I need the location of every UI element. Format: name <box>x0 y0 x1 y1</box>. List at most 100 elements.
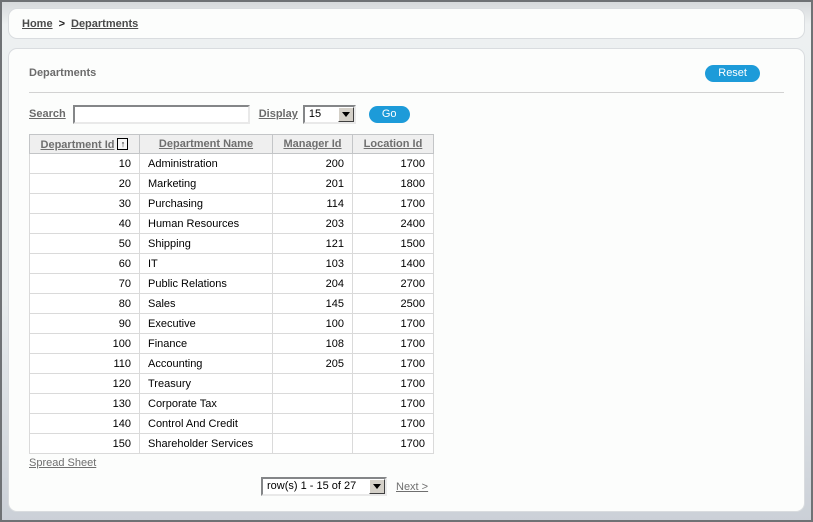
cell-department-id: 130 <box>29 393 140 414</box>
cell-department-name: Accounting <box>139 353 273 374</box>
department-id-sort-link[interactable]: Department Id <box>40 138 115 151</box>
cell-department-name: Purchasing <box>139 193 273 214</box>
cell-manager-id: 205 <box>272 353 353 374</box>
table-row: 120 Treasury 1700 <box>29 373 434 394</box>
next-page-link[interactable]: Next > <box>396 480 429 493</box>
search-label-link[interactable]: Search <box>29 108 66 120</box>
table-row: 100 Finance 108 1700 <box>29 333 434 354</box>
table-row: 40 Human Resources 203 2400 <box>29 213 434 234</box>
region-title: Departments <box>29 67 97 79</box>
location-id-sort-link[interactable]: Location Id <box>363 138 423 150</box>
cell-department-name: Shipping <box>139 233 273 254</box>
region-header: Departments Reset <box>29 61 784 85</box>
cell-department-id: 10 <box>29 153 140 174</box>
search-toolbar: Search Display 15 Go <box>29 103 784 125</box>
table-row: 140 Control And Credit 1700 <box>29 413 434 434</box>
cell-location-id: 1500 <box>352 233 434 254</box>
table-header-row: Department Id ↑ Department Name Manager I… <box>29 134 434 154</box>
column-header-department-id: Department Id ↑ <box>29 134 140 154</box>
spread-sheet-link[interactable]: Spread Sheet <box>29 457 97 469</box>
chevron-down-icon[interactable] <box>337 106 354 122</box>
cell-manager-id: 103 <box>272 253 353 274</box>
cell-manager-id <box>272 433 353 454</box>
departments-table: Department Id ↑ Department Name Manager I… <box>29 134 434 454</box>
column-header-location-id: Location Id <box>352 134 434 154</box>
display-label-link[interactable]: Display <box>258 108 298 120</box>
pagination-range-value: row(s) 1 - 15 of 27 <box>263 479 361 494</box>
cell-department-name: Marketing <box>139 173 273 194</box>
cell-department-name: Public Relations <box>139 273 273 294</box>
column-header-department-name: Department Name <box>139 134 273 154</box>
table-row: 50 Shipping 121 1500 <box>29 233 434 254</box>
cell-manager-id <box>272 393 353 414</box>
display-rows-select[interactable]: 15 <box>302 104 356 124</box>
pagination-range-select[interactable]: row(s) 1 - 15 of 27 <box>261 477 387 496</box>
cell-department-id: 20 <box>29 173 140 194</box>
table-row: 150 Shareholder Services 1700 <box>29 433 434 454</box>
breadcrumb-home-link[interactable]: Home <box>22 17 53 30</box>
chevron-down-icon[interactable] <box>369 479 385 494</box>
cell-location-id: 1700 <box>352 193 434 214</box>
cell-location-id: 1800 <box>352 173 434 194</box>
table-row: 110 Accounting 205 1700 <box>29 353 434 374</box>
table-row: 30 Purchasing 114 1700 <box>29 193 434 214</box>
cell-department-name: Administration <box>139 153 273 174</box>
cell-manager-id: 145 <box>272 293 353 314</box>
cell-location-id: 1400 <box>352 253 434 274</box>
table-row: 90 Executive 100 1700 <box>29 313 434 334</box>
cell-department-id: 140 <box>29 413 140 434</box>
cell-department-id: 40 <box>29 213 140 234</box>
table-row: 60 IT 103 1400 <box>29 253 434 274</box>
cell-location-id: 2700 <box>352 273 434 294</box>
region-divider <box>29 92 784 93</box>
table-row: 130 Corporate Tax 1700 <box>29 393 434 414</box>
breadcrumb-departments-link[interactable]: Departments <box>71 17 139 30</box>
table-row: 10 Administration 200 1700 <box>29 153 434 174</box>
cell-location-id: 2500 <box>352 293 434 314</box>
cell-department-name: Control And Credit <box>139 413 273 434</box>
cell-manager-id: 114 <box>272 193 353 214</box>
sort-ascending-icon[interactable]: ↑ <box>117 137 129 150</box>
go-button[interactable]: Go <box>368 105 410 123</box>
cell-department-id: 150 <box>29 433 140 454</box>
cell-department-name: Finance <box>139 333 273 354</box>
breadcrumb-separator: > <box>58 17 65 30</box>
cell-department-id: 70 <box>29 273 140 294</box>
pagination: row(s) 1 - 15 of 27 Next > <box>261 477 784 496</box>
department-name-sort-link[interactable]: Department Name <box>158 138 254 150</box>
cell-department-name: Treasury <box>139 373 273 394</box>
departments-region: Departments Reset Search Display 15 Go D… <box>8 48 805 512</box>
cell-department-id: 90 <box>29 313 140 334</box>
cell-location-id: 1700 <box>352 393 434 414</box>
breadcrumb: Home > Departments <box>8 8 805 39</box>
cell-location-id: 1700 <box>352 353 434 374</box>
manager-id-sort-link[interactable]: Manager Id <box>283 138 342 150</box>
cell-location-id: 1700 <box>352 373 434 394</box>
display-rows-selected-value: 15 <box>304 106 326 122</box>
cell-department-name: Sales <box>139 293 273 314</box>
cell-department-id: 50 <box>29 233 140 254</box>
cell-manager-id: 204 <box>272 273 353 294</box>
table-row: 20 Marketing 201 1800 <box>29 173 434 194</box>
cell-manager-id: 200 <box>272 153 353 174</box>
column-header-manager-id: Manager Id <box>272 134 353 154</box>
cell-manager-id <box>272 413 353 434</box>
cell-department-id: 30 <box>29 193 140 214</box>
cell-department-name: Corporate Tax <box>139 393 273 414</box>
cell-manager-id: 203 <box>272 213 353 234</box>
cell-location-id: 1700 <box>352 153 434 174</box>
cell-manager-id: 108 <box>272 333 353 354</box>
cell-location-id: 2400 <box>352 213 434 234</box>
cell-manager-id <box>272 373 353 394</box>
cell-department-name: Executive <box>139 313 273 334</box>
cell-location-id: 1700 <box>352 433 434 454</box>
search-input[interactable] <box>72 104 250 124</box>
reset-button[interactable]: Reset <box>705 64 760 82</box>
cell-department-id: 100 <box>29 333 140 354</box>
cell-department-id: 60 <box>29 253 140 274</box>
cell-location-id: 1700 <box>352 333 434 354</box>
table-row: 80 Sales 145 2500 <box>29 293 434 314</box>
cell-department-id: 110 <box>29 353 140 374</box>
cell-location-id: 1700 <box>352 313 434 334</box>
